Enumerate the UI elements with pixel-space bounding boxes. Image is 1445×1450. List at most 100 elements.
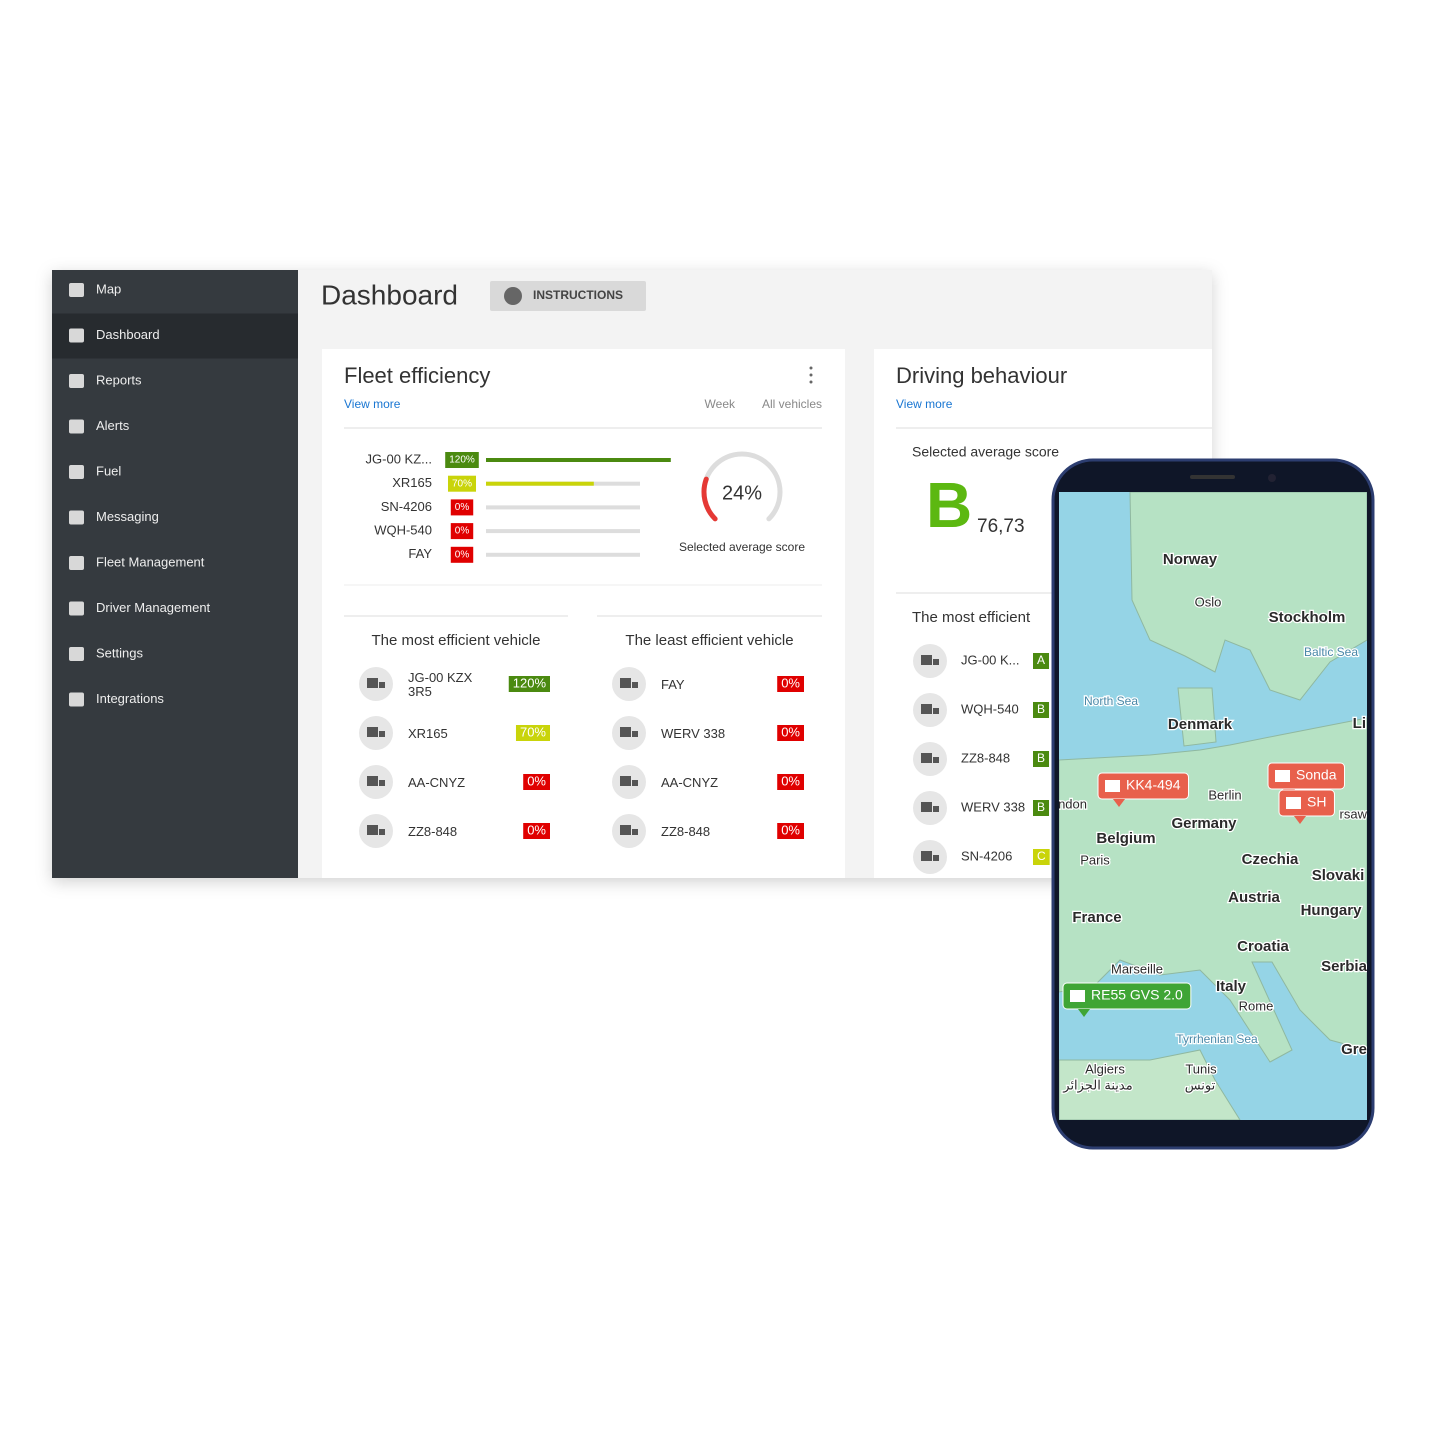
vehicle-marker[interactable]: SH [1278, 789, 1335, 824]
sidebar-active [52, 313, 298, 359]
vehicle-icon [367, 727, 378, 737]
badge [445, 452, 479, 468]
row-name: WERV 338 [661, 726, 726, 741]
vehicle-icon [933, 757, 939, 763]
row-name: AA-CNYZ [408, 775, 466, 790]
vehicle-icon [921, 655, 932, 665]
badge-text: B [1037, 800, 1045, 814]
marker-pointer [1294, 816, 1306, 824]
button-label: INSTRUCTIONS [533, 288, 623, 302]
sidebar-icon [69, 556, 84, 570]
sidebar-item[interactable]: Settings [96, 645, 143, 660]
row-name-box: WERV 338 [661, 726, 726, 741]
badge [1033, 653, 1050, 669]
score-title: Selected average score [912, 444, 1059, 460]
sidebar-icon [69, 510, 84, 525]
map-label: Oslo [1195, 594, 1222, 609]
map-label: Marseille [1111, 961, 1163, 976]
badge-text: 0% [781, 724, 800, 739]
row-name: WQH-540 [961, 701, 1019, 716]
sidebar-item[interactable]: Dashboard [96, 327, 160, 342]
vehicle-marker[interactable]: RE55 GVS 2.0 [1062, 982, 1192, 1017]
map-label: Italy [1216, 978, 1247, 995]
sidebar-item[interactable]: Reports [96, 372, 142, 387]
filter: All vehicles [762, 397, 822, 411]
gauge-value [701, 476, 718, 522]
vehicle-icon [933, 855, 939, 861]
sidebar-item[interactable]: Fleet Management [96, 554, 205, 569]
vehicle-marker[interactable]: KK4-494 [1097, 772, 1189, 807]
map-label: ndon [1058, 796, 1087, 811]
map-label: France [1072, 909, 1121, 926]
sidebar-icon [69, 374, 84, 388]
vehicle-icon [933, 659, 939, 665]
map-label: Berlin [1208, 787, 1241, 802]
badge [777, 823, 804, 839]
map-label: Algiers [1085, 1061, 1125, 1076]
row-name-box: AA-CNYZ [408, 775, 466, 790]
vehicle-marker[interactable]: Sonda [1267, 762, 1345, 797]
vehicle-icon [632, 780, 638, 786]
sidebar-item[interactable]: Alerts [96, 418, 130, 433]
link[interactable]: View more [344, 397, 401, 411]
badge-text: C [1037, 849, 1046, 863]
list-title: The most efficient vehicle [372, 632, 541, 649]
map-label: Stockholm [1269, 609, 1346, 626]
sidebar-item[interactable]: Driver Management [96, 600, 211, 615]
badge [777, 774, 804, 790]
marker-bg [1278, 789, 1335, 817]
page-title: Dashboard [321, 279, 458, 310]
badge [450, 523, 474, 540]
badge-text: A [1037, 653, 1045, 667]
sidebar-item[interactable]: Map [96, 281, 121, 296]
row-name: ZZ8-848 [408, 824, 458, 839]
bar-name: JG-00 KZ... [366, 451, 432, 466]
link[interactable]: View more [896, 397, 953, 411]
land [1059, 1049, 1241, 1120]
map-label: Gre [1341, 1041, 1367, 1058]
marker-label: SH [1307, 794, 1326, 810]
instructions-button[interactable] [490, 281, 646, 311]
badge-text: 0% [455, 502, 470, 513]
marker-icon [1105, 780, 1120, 792]
vehicle-icon [632, 829, 638, 835]
marker-bg [1267, 762, 1345, 790]
row-name-box: FAY [661, 678, 685, 692]
badge-text: B [1037, 751, 1045, 765]
vehicle-icon [921, 753, 932, 763]
land [1129, 492, 1367, 701]
badge-text: 0% [527, 822, 546, 837]
badge [508, 676, 550, 692]
sidebar-item[interactable]: Integrations [96, 691, 164, 706]
sidebar-item[interactable]: Messaging [96, 509, 159, 524]
vehicle-icon [921, 802, 932, 812]
bar-track [486, 529, 640, 534]
bar-track [486, 552, 640, 557]
map-label: Hungary [1301, 902, 1363, 919]
badge [523, 774, 550, 790]
badge-text: 0% [527, 773, 546, 788]
vehicle-icon [367, 776, 378, 786]
vehicle-icon [933, 708, 939, 714]
sidebar-item[interactable]: Fuel [96, 463, 121, 478]
sidebar-icon [69, 692, 84, 707]
sidebar-icon [69, 601, 84, 616]
map-label: Norway [1163, 551, 1218, 568]
row-name-box: ZZ8-848 [408, 824, 458, 839]
vehicle-icon [921, 704, 932, 714]
menu-dot [809, 366, 813, 370]
dashboard-window: Map Dashboard Reports Alerts Fuel Messaging Fl… [52, 270, 1212, 878]
bar-track [486, 505, 640, 510]
badge-text: 0% [455, 549, 470, 560]
row-name: JG-00 K... [961, 652, 1020, 667]
sidebar-icon [69, 465, 84, 479]
map-label: Li [1353, 715, 1366, 732]
badge [777, 676, 804, 692]
vehicle-icon [379, 682, 385, 688]
sidebar-icon [69, 283, 84, 297]
vehicle-icon [367, 678, 378, 688]
row-name: ZZ8-848 [961, 750, 1010, 765]
badge [523, 823, 550, 839]
vehicle-icon [620, 727, 631, 737]
